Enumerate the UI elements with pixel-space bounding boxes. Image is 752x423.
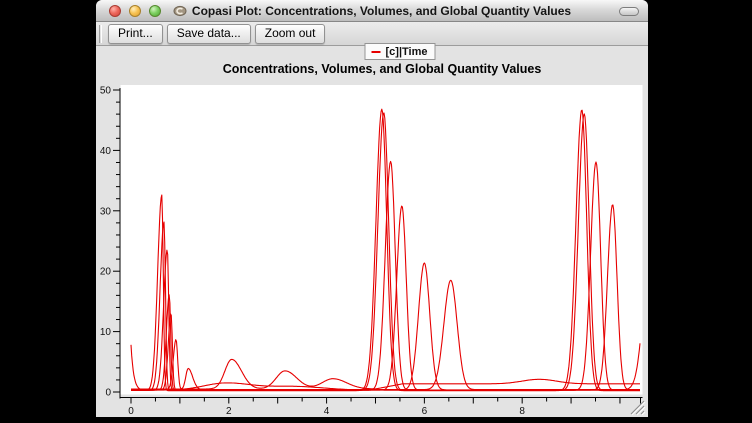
copasi-plot-window: Copasi Plot: Concentrations, Volumes, an… bbox=[96, 0, 648, 417]
minimize-button[interactable] bbox=[129, 5, 141, 17]
save-data-button[interactable]: Save data... bbox=[166, 23, 251, 44]
y-tick-label: 50 bbox=[100, 86, 112, 97]
legend[interactable]: [c]|Time bbox=[364, 43, 436, 60]
legend-line-swatch bbox=[371, 50, 381, 53]
series-curve-curve-8 bbox=[131, 382, 640, 391]
toolbar-drag-handle[interactable] bbox=[99, 24, 102, 43]
series-curve-curve-6 bbox=[131, 279, 640, 391]
y-tick-label: 10 bbox=[100, 327, 112, 338]
x-tick-label: 8 bbox=[519, 406, 525, 417]
series-curve-curve-7 bbox=[131, 358, 640, 390]
window-title-group: Copasi Plot: Concentrations, Volumes, an… bbox=[96, 0, 648, 22]
window-title: Copasi Plot: Concentrations, Volumes, an… bbox=[191, 4, 572, 18]
x-tick-label: 2 bbox=[226, 406, 232, 417]
x-tick-label: 6 bbox=[422, 406, 428, 417]
plot-area[interactable]: 0 10 20 30 40 50 0 2 4 6 8 bbox=[96, 46, 648, 417]
zoom-button[interactable] bbox=[149, 5, 161, 17]
chart-title: Concentrations, Volumes, and Global Quan… bbox=[222, 62, 542, 76]
y-tick-label: 30 bbox=[100, 206, 112, 217]
plot-panel: 0 10 20 30 40 50 0 2 4 6 8 [c]|Time Concentrations… bbox=[96, 43, 648, 417]
window-controls bbox=[109, 5, 161, 17]
legend-label: [c]|Time bbox=[385, 45, 428, 58]
close-button[interactable] bbox=[109, 5, 121, 17]
zoom-out-button[interactable]: Zoom out bbox=[254, 23, 326, 44]
y-tick-label: 40 bbox=[100, 146, 112, 157]
x-tick-label: 4 bbox=[324, 406, 330, 417]
y-tick-label: 0 bbox=[105, 388, 111, 399]
title-bar[interactable]: Copasi Plot: Concentrations, Volumes, an… bbox=[96, 0, 648, 22]
copasi-icon bbox=[173, 5, 187, 17]
toolbar-toggle-pill-button[interactable] bbox=[619, 7, 639, 16]
toolbar: Print... Save data... Zoom out bbox=[96, 22, 648, 46]
y-tick-label: 20 bbox=[100, 267, 112, 278]
print-button[interactable]: Print... bbox=[108, 23, 163, 44]
x-tick-label: 0 bbox=[128, 406, 134, 417]
resize-grip[interactable] bbox=[629, 399, 646, 416]
